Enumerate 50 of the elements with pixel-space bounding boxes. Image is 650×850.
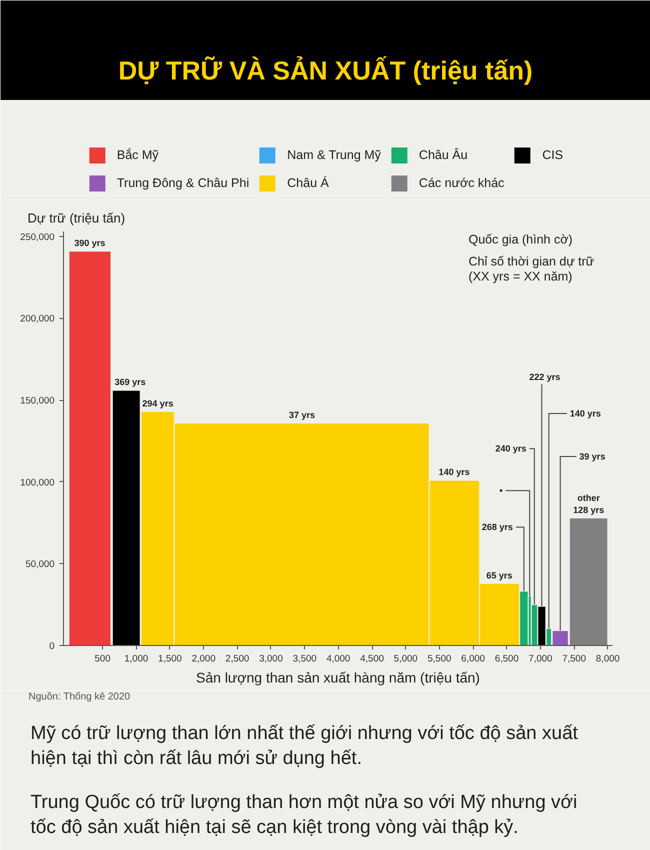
legend-label: Châu Âu bbox=[418, 148, 468, 162]
y-tick-label: 0 bbox=[49, 641, 55, 652]
x-tick-label: 2,000 bbox=[192, 654, 216, 664]
text: Mỹ có trữ lượng than lớn nhất thế giới nhưng với tốc độ sản xuất hiện tại thì còn rất lâu mới sử dụng hết. bbox=[30, 723, 579, 769]
text: Trung Quốc có trữ lượng than hơn một nửa so với Mỹ nhưng với tốc độ sản xuất hiện tại sẽ cạn kiệt trong vòng vài thập kỷ. bbox=[30, 792, 578, 838]
annotation: • bbox=[499, 486, 503, 496]
annotation: 37 yrs bbox=[288, 410, 315, 420]
annotation: 240 yrs bbox=[495, 444, 526, 454]
text: Nguồn: Thống kê 2020 bbox=[28, 692, 130, 702]
annotation: Chỉ số thời gian dự trữ (XX yrs = XX năm) bbox=[468, 254, 594, 284]
x-tick-label: 5,000 bbox=[394, 654, 418, 664]
annotation: 390 yrs bbox=[74, 238, 106, 248]
chart-title: DỰ TRỮ VÀ SẢN XUẤT (triệu tấn) bbox=[118, 56, 533, 86]
x-tick-label: 3,500 bbox=[292, 654, 317, 664]
annotation: 369 yrs bbox=[114, 377, 146, 388]
legend-label: Châu Á bbox=[287, 176, 329, 190]
x-tick-label: 500 bbox=[94, 654, 111, 664]
x-tick-label: 4,000 bbox=[326, 654, 350, 664]
y-tick-label: 150,000 bbox=[20, 396, 55, 407]
x-tick-label: 3,000 bbox=[259, 654, 283, 664]
x-tick-label: 1,000 bbox=[124, 654, 148, 664]
annotation: 268 yrs bbox=[482, 522, 513, 532]
x-tick-label: 1,500 bbox=[158, 654, 182, 664]
y-tick-label: 50,000 bbox=[25, 559, 55, 570]
legend-label: Trung Đông & Châu Phi bbox=[116, 176, 250, 190]
legend-label: CIS bbox=[542, 148, 564, 162]
x-tick-label: 6,000 bbox=[461, 654, 485, 664]
annotation: 65 yrs bbox=[486, 570, 512, 580]
x-tick-label: 4,500 bbox=[360, 654, 384, 664]
legend-label: Các nước khác bbox=[418, 176, 504, 190]
x-tick-label: 7,000 bbox=[528, 654, 552, 664]
annotation: 140 yrs bbox=[438, 467, 470, 478]
x-tick-label: 2,500 bbox=[225, 654, 250, 664]
y-tick-label: 250,000 bbox=[20, 232, 55, 243]
x-tick-label: 5,500 bbox=[427, 654, 452, 664]
legend-label: Nam & Trung Mỹ bbox=[287, 148, 381, 162]
annotation: 222 yrs bbox=[529, 372, 560, 382]
x-axis-title: Sản lượng than sản xuất hàng năm (triệu tấn) bbox=[196, 670, 480, 686]
x-tick-label: 6,500 bbox=[494, 654, 519, 664]
annotation: Quốc gia (hình cờ) bbox=[468, 232, 573, 246]
legend-label: Bắc Mỹ bbox=[116, 148, 159, 162]
annotation: other 128 yrs bbox=[573, 492, 604, 515]
x-tick-label: 8,000 bbox=[596, 654, 620, 664]
annotation: 294 yrs bbox=[142, 398, 174, 408]
x-tick-label: 7,500 bbox=[562, 654, 586, 664]
annotation: 140 yrs bbox=[570, 408, 601, 418]
annotation: 39 yrs bbox=[579, 451, 606, 462]
y-tick-label: 100,000 bbox=[20, 477, 55, 488]
y-axis-title: Dự trữ (triệu tấn) bbox=[28, 210, 126, 226]
y-tick-label: 200,000 bbox=[20, 314, 55, 325]
